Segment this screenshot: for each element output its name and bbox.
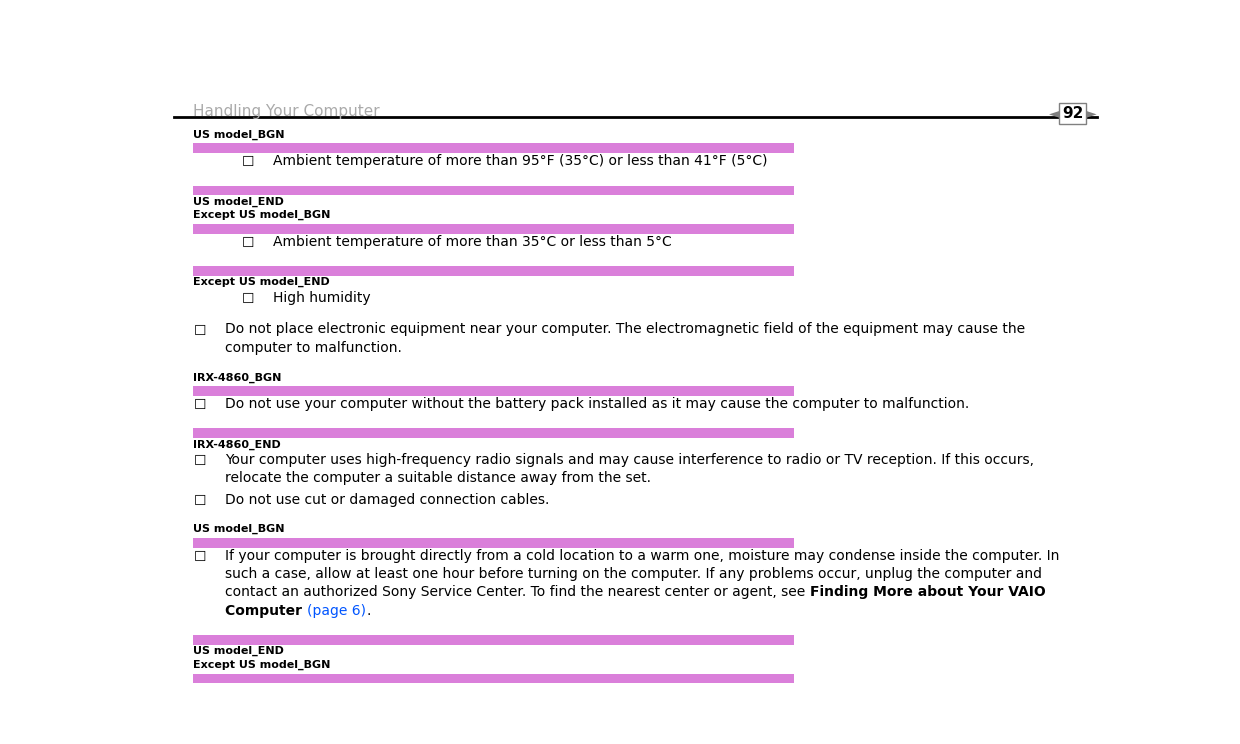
Text: Except US model_BGN: Except US model_BGN: [193, 210, 331, 220]
Bar: [193, 185, 794, 195]
Text: (page 6): (page 6): [308, 603, 366, 618]
Text: US model_END: US model_END: [193, 196, 284, 207]
Text: Except US model_END: Except US model_END: [193, 278, 330, 287]
Bar: [193, 386, 794, 396]
Text: Except US model_BGN: Except US model_BGN: [193, 660, 331, 670]
Text: 92: 92: [1063, 106, 1084, 121]
Text: Your computer uses high-frequency radio signals and may cause interference to ra: Your computer uses high-frequency radio …: [226, 453, 1034, 467]
Text: US model_BGN: US model_BGN: [193, 524, 285, 534]
Text: contact an authorized Sony Service Center. To find the nearest center or agent, : contact an authorized Sony Service Cente…: [226, 586, 810, 600]
Text: ☐: ☐: [242, 155, 254, 169]
Text: If your computer is brought directly from a cold location to a warm one, moistur: If your computer is brought directly fro…: [226, 549, 1059, 562]
Text: High humidity: High humidity: [273, 291, 371, 305]
Text: ☐: ☐: [193, 398, 206, 412]
Text: Ambient temperature of more than 35°C or less than 5°C: Ambient temperature of more than 35°C or…: [273, 235, 672, 248]
Text: ☐: ☐: [193, 550, 206, 564]
Text: Ambient temperature of more than 95°F (35°C) or less than 41°F (5°C): Ambient temperature of more than 95°F (3…: [273, 154, 768, 168]
Text: relocate the computer a suitable distance away from the set.: relocate the computer a suitable distanc…: [226, 472, 651, 485]
Bar: [193, 224, 794, 234]
Text: Do not use your computer without the battery pack installed as it may cause the : Do not use your computer without the bat…: [226, 397, 970, 411]
Text: such a case, allow at least one hour before turning on the computer. If any prob: such a case, allow at least one hour bef…: [226, 567, 1042, 581]
Text: ►: ►: [1086, 106, 1096, 120]
Text: Computer: Computer: [226, 603, 308, 618]
Text: IRX-4860_BGN: IRX-4860_BGN: [193, 372, 281, 382]
Bar: [193, 635, 794, 645]
Bar: [193, 538, 794, 548]
Text: .: .: [366, 603, 371, 618]
Bar: [193, 673, 794, 683]
Text: Finding More about Your VAIO: Finding More about Your VAIO: [810, 586, 1045, 600]
Bar: [193, 266, 794, 276]
Text: ☐: ☐: [242, 236, 254, 250]
Text: computer to malfunction.: computer to malfunction.: [226, 341, 402, 355]
Text: ☐: ☐: [193, 454, 206, 468]
Text: ☐: ☐: [242, 292, 254, 306]
Text: Handling Your Computer: Handling Your Computer: [193, 103, 381, 118]
Text: Do not use cut or damaged connection cables.: Do not use cut or damaged connection cab…: [226, 493, 549, 507]
Text: ☐: ☐: [193, 494, 206, 507]
Text: IRX-4860_END: IRX-4860_END: [193, 439, 281, 449]
Text: ☐: ☐: [193, 324, 206, 338]
Bar: [193, 429, 794, 438]
Bar: [193, 143, 794, 153]
Text: Do not place electronic equipment near your computer. The electromagnetic field : Do not place electronic equipment near y…: [226, 322, 1025, 336]
Text: ◄: ◄: [1049, 106, 1060, 120]
Text: US model_END: US model_END: [193, 646, 284, 656]
Text: US model_BGN: US model_BGN: [193, 129, 285, 140]
